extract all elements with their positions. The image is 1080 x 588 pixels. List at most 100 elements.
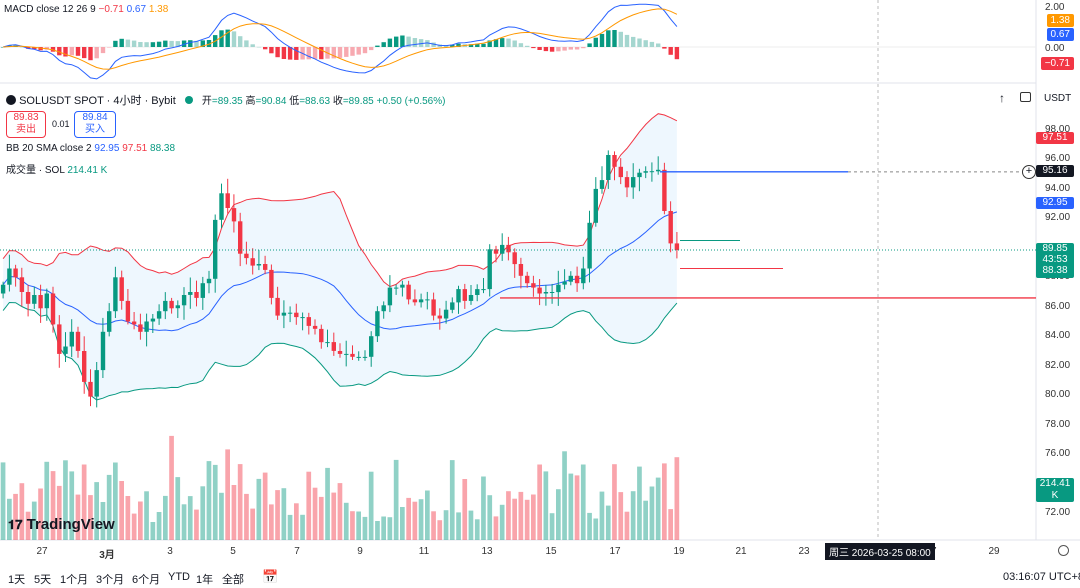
currency-label[interactable]: USDT	[1044, 93, 1072, 104]
timeframe-button[interactable]: 1年	[196, 574, 214, 586]
candle-body	[169, 300, 174, 309]
macd-histogram-bar	[668, 47, 673, 55]
horizontal-levels[interactable]	[0, 171, 1036, 299]
timeframe-button[interactable]: 全部	[222, 574, 244, 586]
candle-body	[350, 353, 355, 357]
add-alert-icon[interactable]: +	[1022, 165, 1036, 179]
candle-body	[649, 171, 655, 173]
macd-signal-value: 1.38	[148, 4, 169, 15]
price-tick: 94.00	[1045, 182, 1071, 194]
time-tick: 29	[988, 546, 1000, 557]
candle-body	[119, 277, 124, 301]
time-tick: 7	[294, 546, 300, 557]
macd-histogram-bar	[88, 47, 93, 61]
candle-body	[574, 275, 580, 284]
candle	[375, 306, 380, 342]
candle	[362, 350, 368, 361]
candle	[88, 369, 93, 407]
volume-bar	[499, 504, 505, 540]
volume-bar	[556, 489, 561, 540]
fullscreen-icon[interactable]	[1020, 92, 1031, 102]
candle-body	[125, 300, 131, 322]
candle-body	[356, 356, 361, 358]
candle	[281, 300, 287, 329]
buy-button[interactable]: 89.84 买入	[74, 111, 116, 138]
volume-bar	[231, 485, 237, 540]
calendar-range-icon[interactable]: 📅	[262, 569, 279, 584]
volume-bar	[0, 462, 6, 540]
candle	[188, 277, 193, 309]
candle	[475, 284, 480, 302]
macd-histogram-bar	[662, 47, 667, 49]
candle-body	[44, 293, 49, 309]
macd-histogram-bar	[362, 47, 368, 54]
signal-line	[3, 8, 678, 70]
sol-logo-icon	[6, 95, 16, 105]
volume-bar	[156, 512, 162, 540]
volume-bar	[512, 498, 517, 540]
volume-bar	[212, 464, 218, 540]
candle-body	[556, 284, 561, 293]
candle	[481, 278, 486, 294]
candle	[674, 232, 680, 259]
candle	[156, 304, 162, 325]
arrow-up-icon[interactable]: ↑	[999, 91, 1005, 105]
symbol-title[interactable]: SOLUSDT SPOT · 4小时 · Bybit	[19, 95, 176, 107]
candle-body	[194, 292, 199, 298]
candle-body	[319, 328, 324, 343]
candle	[656, 156, 661, 175]
macd-histogram-bar	[369, 47, 374, 51]
settings-icon[interactable]	[1058, 545, 1069, 556]
time-tick: 13	[481, 546, 493, 557]
low-value: =88.63	[299, 96, 331, 107]
high-label: 高	[245, 96, 256, 107]
macd-histogram-bar	[606, 30, 611, 47]
volume-bar	[568, 473, 574, 540]
candle-body	[200, 283, 205, 298]
macd-histogram-bar	[381, 42, 386, 47]
candle-body	[38, 295, 43, 309]
candle	[38, 284, 43, 323]
candle	[631, 163, 636, 199]
volume-value: 214.41 K	[67, 165, 108, 176]
macd-histogram-bar	[244, 40, 249, 47]
candle	[618, 158, 623, 185]
timeframe-button[interactable]: 5天	[34, 574, 52, 586]
macd-histogram-bar	[631, 36, 636, 47]
macd-histogram-bar	[312, 47, 318, 59]
volume-bar	[50, 471, 56, 540]
macd-histogram-bar	[263, 47, 268, 50]
clock[interactable]: 03:16:07 UTC+8	[1003, 571, 1080, 583]
macd-histogram-bar	[425, 40, 430, 47]
volume-bar	[150, 522, 156, 540]
volume-bar	[169, 435, 174, 540]
candle-body	[581, 268, 586, 284]
timeframe-button[interactable]: 1天	[8, 574, 26, 586]
macd-histogram-bar	[57, 47, 62, 56]
candle	[369, 331, 374, 367]
volume-bar	[543, 471, 549, 540]
candle-body	[287, 312, 293, 314]
candle-body	[431, 299, 436, 316]
volume-bar	[163, 495, 168, 540]
candle	[19, 267, 25, 307]
volume-bar	[144, 491, 149, 540]
timeframe-button[interactable]: 6个月	[132, 574, 161, 586]
macd-histogram-bar	[450, 44, 455, 47]
volume-bar	[412, 501, 418, 540]
timeframe-button[interactable]: 3个月	[96, 574, 125, 586]
macd-histogram-bar	[181, 40, 187, 47]
timeframe-button[interactable]: 1个月	[60, 574, 89, 586]
candle-body	[213, 219, 218, 279]
buy-price: 89.84	[82, 112, 108, 123]
candle-body	[643, 171, 648, 173]
candle-body	[568, 275, 573, 282]
sell-button[interactable]: 89.83 卖出	[6, 111, 46, 138]
volume-bar	[655, 477, 661, 540]
timeframe-button[interactable]: YTD	[168, 571, 190, 583]
volume-bar	[624, 511, 630, 540]
candle-body	[306, 317, 311, 326]
macd-histogram-bar	[206, 40, 212, 47]
candle	[543, 284, 549, 306]
